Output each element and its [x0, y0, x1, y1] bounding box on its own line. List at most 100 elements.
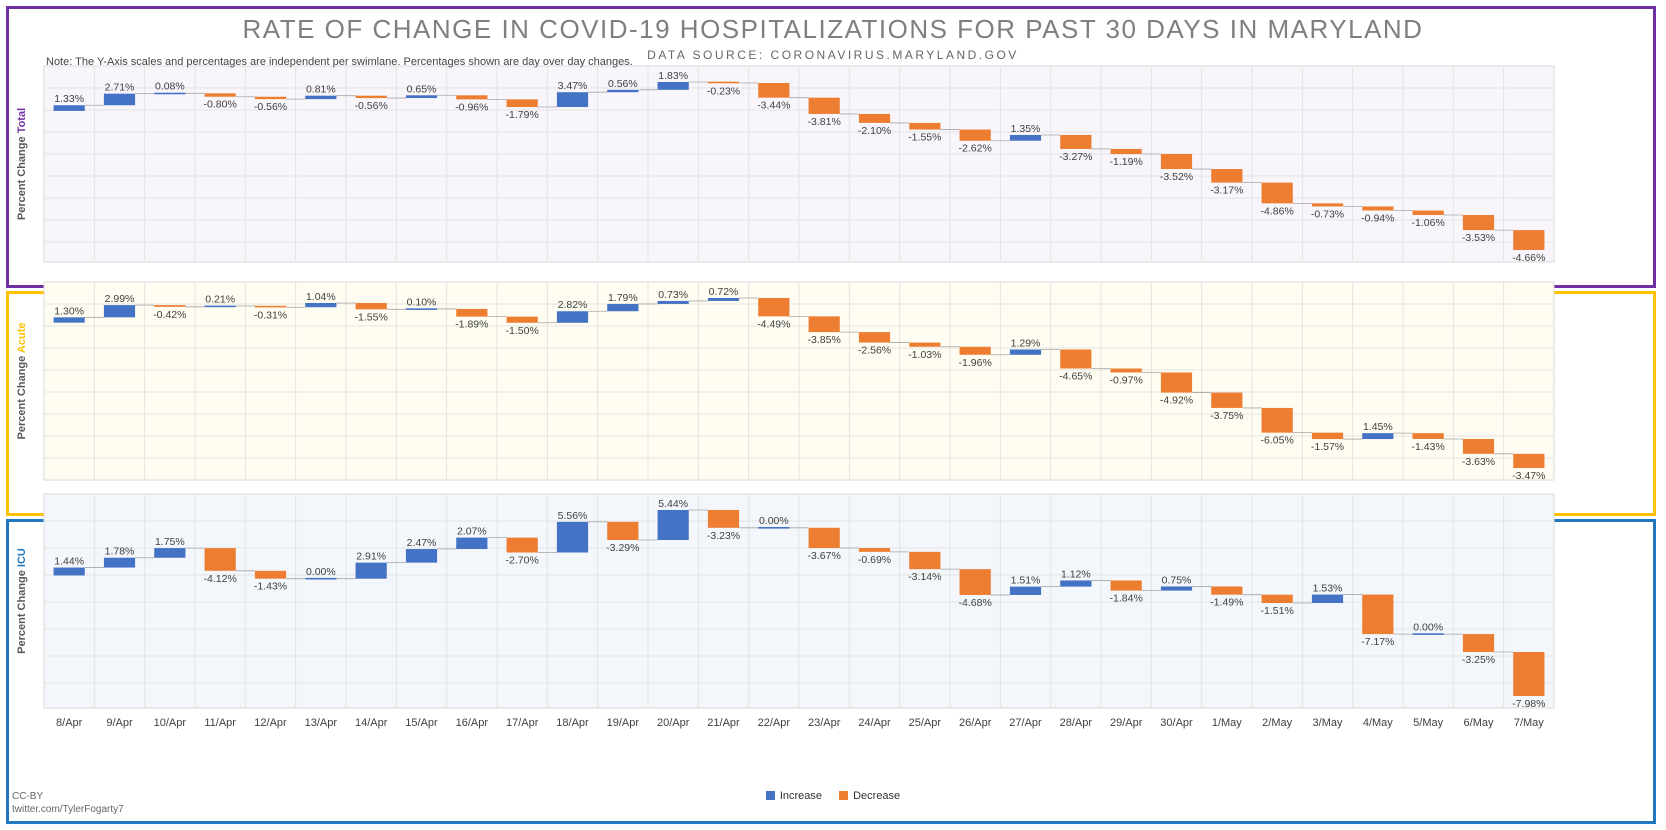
bar-acute-15/Apr	[405, 308, 438, 310]
data-label: 0.73%	[658, 289, 688, 301]
bar-acute-5/May	[1412, 433, 1444, 439]
bar-total-11/Apr	[204, 93, 236, 97]
data-label: -4.65%	[1059, 371, 1092, 383]
data-label: 1.78%	[105, 546, 135, 558]
legend-swatch-decrease	[839, 791, 849, 800]
bar-total-3/May	[1311, 203, 1344, 207]
bar-acute-9/Apr	[103, 305, 136, 318]
bar-total-27/Apr	[1009, 134, 1042, 141]
bar-total-2/May	[1261, 182, 1293, 204]
data-label: -1.57%	[1311, 441, 1344, 453]
chart-note: Note: The Y-Axis scales and percentages …	[46, 56, 633, 68]
data-label: 0.08%	[155, 81, 185, 93]
data-label: -0.96%	[455, 101, 488, 113]
data-label: 2.71%	[105, 82, 135, 94]
bar-total-16/Apr	[456, 95, 488, 100]
bar-icu-29/Apr	[1110, 580, 1142, 591]
data-label: -1.55%	[908, 132, 941, 144]
data-label: -3.52%	[1160, 171, 1193, 183]
data-label: -2.56%	[858, 345, 891, 357]
data-label: 1.33%	[54, 93, 84, 105]
bar-icu-16/Apr	[456, 537, 488, 550]
data-label: 0.21%	[205, 294, 235, 306]
data-label: 5.56%	[558, 510, 588, 522]
bar-icu-24/Apr	[858, 548, 891, 552]
data-label: -3.47%	[1512, 470, 1545, 482]
x-tick-label: 13/Apr	[305, 717, 338, 729]
data-label: 0.72%	[709, 286, 739, 298]
data-label: -0.56%	[254, 101, 287, 113]
data-label: 0.75%	[1162, 574, 1192, 586]
x-tick-label: 20/Apr	[657, 717, 690, 729]
bar-icu-15/Apr	[405, 549, 438, 563]
x-tick-label: 4/May	[1363, 717, 1393, 729]
bar-acute-21/Apr	[707, 298, 740, 301]
bar-total-4/May	[1362, 206, 1394, 211]
x-tick-label: 17/Apr	[506, 717, 539, 729]
bar-total-9/Apr	[103, 93, 136, 106]
data-label: -4.12%	[204, 573, 237, 585]
bar-acute-16/Apr	[456, 308, 488, 317]
bar-acute-22/Apr	[758, 298, 790, 317]
x-tick-label: 12/Apr	[254, 717, 287, 729]
data-label: -1.84%	[1110, 593, 1143, 605]
data-label: 1.75%	[155, 536, 185, 548]
data-label: -1.06%	[1412, 217, 1445, 229]
x-tick-label: 19/Apr	[607, 717, 640, 729]
bar-total-30/Apr	[1160, 154, 1193, 170]
data-label: 0.65%	[407, 83, 437, 95]
data-label: -1.43%	[1412, 441, 1445, 453]
bar-total-7/May	[1513, 230, 1545, 250]
data-label: -4.66%	[1512, 252, 1545, 264]
data-label: -2.70%	[506, 555, 539, 567]
x-tick-label: 2/May	[1262, 717, 1292, 729]
data-label: -0.69%	[858, 554, 891, 566]
data-label: -6.05%	[1261, 435, 1294, 447]
bar-total-5/May	[1412, 210, 1444, 216]
bar-icu-3/May	[1311, 594, 1344, 603]
bar-acute-12/Apr	[254, 305, 287, 308]
data-label: -0.73%	[1311, 208, 1344, 220]
swimlane-total: 1.33% 2.71% 0.08% -0.80% -0.56% 0.81% -0.56% 0.…	[16, 65, 1555, 264]
data-label: -3.63%	[1462, 456, 1495, 468]
bar-total-12/Apr	[254, 96, 287, 100]
data-label: 0.81%	[306, 84, 336, 96]
x-tick-label: 23/Apr	[808, 717, 841, 729]
data-label: -0.42%	[153, 309, 186, 321]
data-label: -7.98%	[1512, 698, 1545, 710]
x-tick-label: 30/Apr	[1160, 717, 1193, 729]
x-tick-label: 3/May	[1313, 717, 1343, 729]
data-label: -3.85%	[808, 334, 841, 346]
data-label: 1.35%	[1011, 123, 1041, 135]
bar-icu-28/Apr	[1060, 580, 1092, 587]
bar-acute-10/Apr	[154, 305, 186, 307]
bar-total-23/Apr	[808, 97, 840, 114]
bar-acute-25/Apr	[909, 342, 941, 347]
swimlane-acute: 1.30% 2.99% -0.42% 0.21% -0.31% 1.04% -1.55% 0.…	[16, 281, 1555, 482]
data-label: 1.51%	[1011, 575, 1041, 587]
bar-total-29/Apr	[1110, 148, 1142, 155]
x-tick-label: 28/Apr	[1060, 717, 1093, 729]
bar-acute-14/Apr	[355, 302, 387, 310]
y-axis-label-lane-name: Total	[16, 108, 28, 133]
data-label: 0.00%	[759, 515, 789, 527]
bar-acute-30/Apr	[1160, 372, 1193, 393]
bar-acute-13/Apr	[305, 302, 337, 308]
bar-icu-27/Apr	[1009, 586, 1042, 595]
data-label: 1.29%	[1011, 338, 1041, 350]
bar-icu-11/Apr	[204, 548, 236, 571]
bar-acute-6/May	[1462, 438, 1495, 454]
bar-icu-8/Apr	[53, 567, 85, 576]
y-axis-label-lane-name: ICU	[16, 548, 28, 567]
x-tick-label: 5/May	[1413, 717, 1443, 729]
data-label: -3.14%	[908, 571, 941, 583]
bar-icu-6/May	[1462, 634, 1495, 653]
bar-icu-30/Apr	[1160, 586, 1193, 591]
bar-total-17/Apr	[506, 99, 538, 108]
bar-total-13/Apr	[305, 95, 337, 100]
bar-icu-4/May	[1362, 594, 1394, 635]
data-label: 2.91%	[356, 551, 386, 563]
data-label: -1.89%	[455, 319, 488, 331]
bar-acute-17/Apr	[506, 316, 538, 323]
bar-acute-1/May	[1211, 392, 1243, 408]
